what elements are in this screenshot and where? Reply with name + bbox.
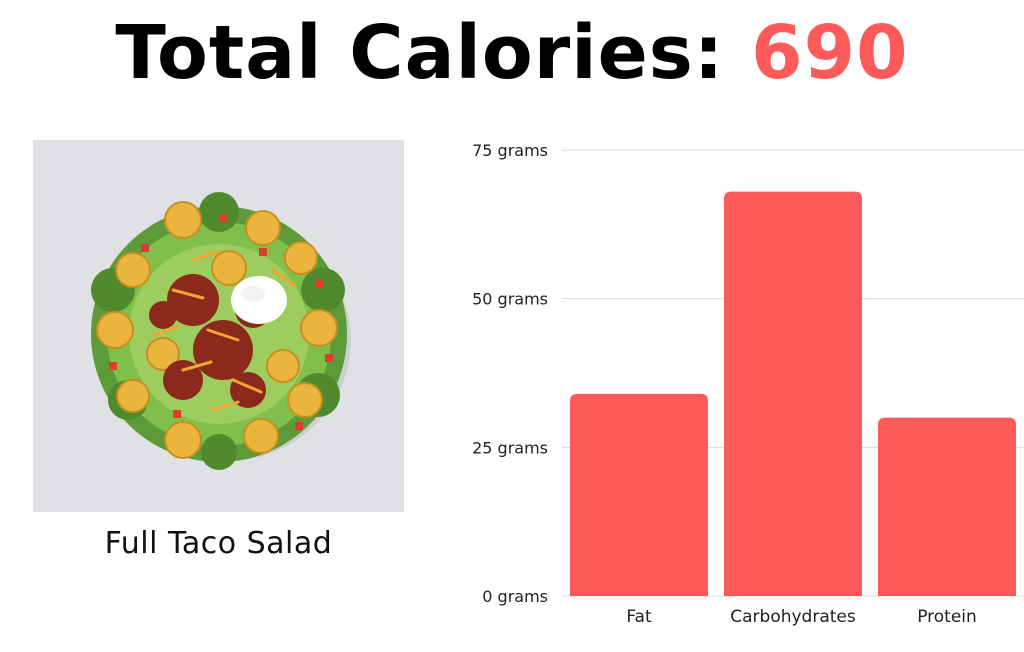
chart-bars xyxy=(570,191,1016,597)
x-category-label: Carbohydrates xyxy=(730,607,856,627)
x-category-label: Protein xyxy=(917,607,977,627)
y-tick-label: 25 grams xyxy=(472,438,548,457)
bar-carbohydrates xyxy=(724,191,862,597)
item-name: Full Taco Salad xyxy=(104,526,333,561)
macronutrient-bar-chart: 0 grams 25 grams 50 grams 75 grams Fat Carbo… xyxy=(472,141,1024,627)
chart-x-axis: Fat Carbohydrates Protein xyxy=(626,607,976,627)
total-calories-value: 690 xyxy=(751,10,909,96)
taco-salad-illustration xyxy=(91,192,351,470)
taco-salad-photo xyxy=(33,140,404,512)
x-category-label: Fat xyxy=(626,607,652,627)
chart-y-axis: 0 grams 25 grams 50 grams 75 grams xyxy=(472,141,548,606)
y-tick-label: 50 grams xyxy=(472,290,548,309)
y-tick-label: 0 grams xyxy=(482,587,548,606)
y-tick-label: 75 grams xyxy=(472,141,548,160)
bar-fat xyxy=(570,393,708,596)
title-prefix: Total Calories: xyxy=(115,10,725,96)
page-title: Total Calories: 690 xyxy=(0,8,1024,98)
bar-protein xyxy=(878,417,1016,596)
